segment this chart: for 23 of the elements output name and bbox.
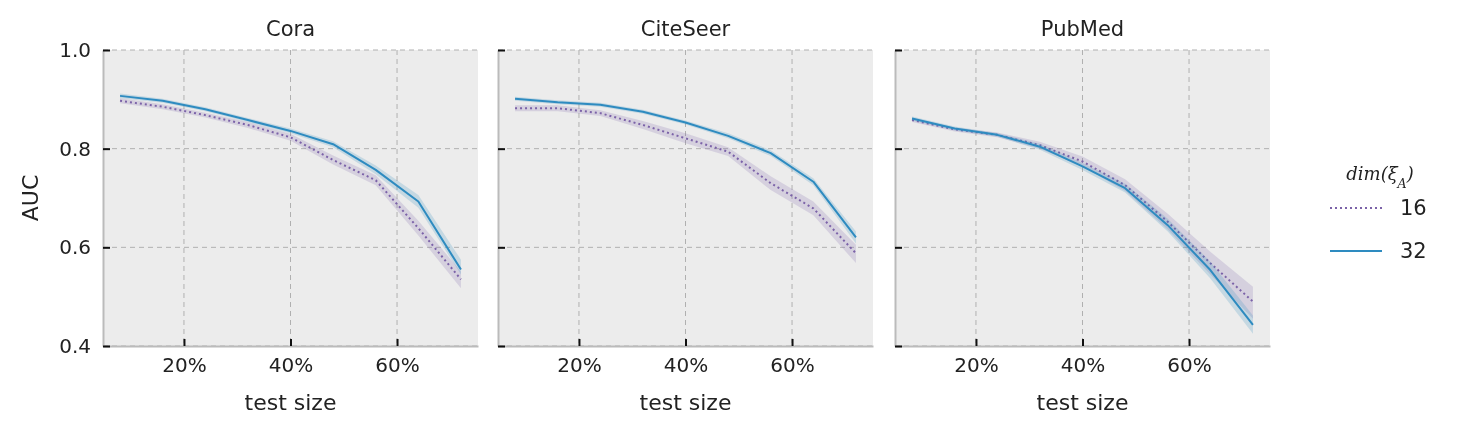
x-tick-label: 20% [954,353,999,378]
x-axis-title: test size [639,390,732,415]
legend-label: 16 [1400,196,1427,220]
x-axis-title: test size [1036,390,1129,415]
chart-title: PubMed [1040,17,1125,41]
chart-title: Cora [265,17,316,41]
legend-title: dim(ξ$_{A}$) [1346,163,1414,191]
y-axis-title: AUC [18,174,43,222]
y-tick-label: 0.8 [59,136,91,161]
y-tick-label: 0.4 [59,333,91,358]
y-tick-label: 0.6 [59,235,91,260]
chart-title: CiteSeer [640,17,731,41]
x-tick-label: 60% [770,353,815,378]
x-tick-label: 40% [1060,353,1106,378]
x-tick-label: 60% [1167,353,1212,378]
x-tick-label: 60% [375,353,420,378]
x-tick-label: 40% [663,353,709,378]
x-tick-label: 20% [162,353,207,378]
legend-label: 32 [1400,239,1427,263]
y-tick-label: 1.0 [59,37,91,62]
x-tick-label: 20% [557,353,602,378]
x-tick-label: 40% [268,353,314,378]
x-axis-title: test size [244,390,337,415]
